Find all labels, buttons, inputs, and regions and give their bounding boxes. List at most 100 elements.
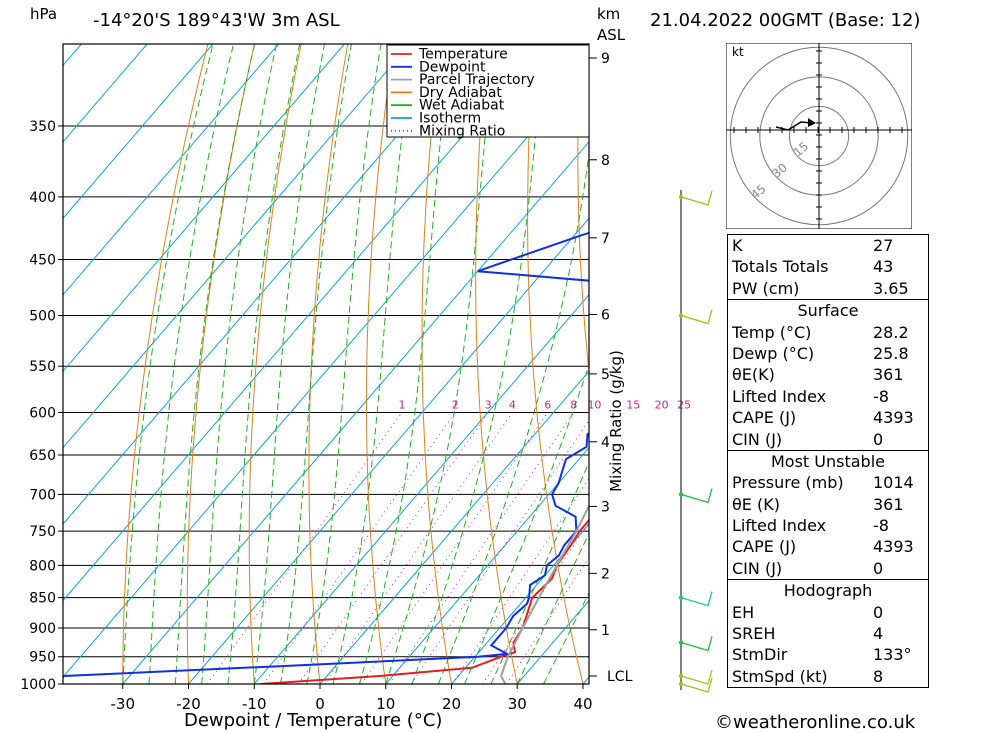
mixing-ratio-label: 10 [587,398,601,411]
most-unstable-label: CIN (J) [732,558,783,578]
pressure-tick-label: 700 [29,487,56,503]
hodograph-ring-label: 15 [791,139,812,160]
wind-barb [678,636,713,652]
height-tick-label: 9 [601,51,610,67]
height-tick-label: 3 [601,499,610,515]
index-row: Totals Totals 43 [728,256,928,277]
temperature-tick-label: 20 [442,695,461,713]
skewt-chart: 1 2 3 4 6 8 10 15 20 25 3504004505005506006507007… [20,43,691,713]
wet-adiabat-line [358,44,452,684]
most-unstable-header: Most Unstable [771,451,885,471]
wind-barb [678,488,713,504]
wind-barb [678,309,713,325]
most-unstable-value: 0 [873,558,884,578]
wet-adiabat-line [122,44,214,684]
wind-barb-dot [678,313,684,318]
height-tick-label: 7 [601,231,610,247]
pressure-tick-label: 600 [29,405,56,421]
wet-adiabat-line [411,44,545,684]
wind-barb-staff [680,636,713,652]
mixing-ratio-line [206,412,403,684]
storm-motion-marker [808,118,816,127]
legend-label: Isotherm [419,111,481,127]
wet-adiabat-line [253,44,325,684]
temperature-tick-label: 0 [315,695,325,713]
wet-adiabat-line [385,44,495,684]
temperature-tick-label: -10 [242,695,267,713]
isotherm-line [319,370,589,684]
dry-adiabat-line [248,44,302,684]
most-unstable-value: 4393 [873,537,914,557]
wind-barb-staff [680,190,713,206]
wind-barb [678,669,713,685]
surface-row: θE(K) 361 [728,364,928,385]
mixing-ratio-axis-label: Mixing Ratio (g/kg) [606,350,625,492]
mixing-ratio-label: 2 [452,398,459,411]
index-value: 3.65 [873,278,909,298]
most-unstable-row: CIN (J) 0 [728,558,928,579]
legend-label: Mixing Ratio [419,123,505,139]
pressure-tick-label: 950 [29,650,56,666]
surface-row: Lifted Index -8 [728,386,928,407]
surface-value: 361 [873,365,904,385]
credit-text: ©weatheronline.co.uk [715,712,916,733]
temperature-tick-label: -20 [176,695,201,713]
surface-row: Dewp (°C) 25.8 [728,343,928,364]
height-tick-label: 2 [601,566,610,582]
index-label: K [732,236,743,255]
hodograph-ring-label: 30 [769,160,790,181]
wet-adiabat-line [201,44,277,684]
plot-frame [62,43,590,685]
pressure-tick-label: 350 [29,119,56,135]
mixing-ratio-line [323,412,513,684]
most-unstable-row: Lifted Index -8 [728,515,928,536]
mixing-ratio-line [388,412,575,684]
hodograph-param-row: EH 0 [728,602,928,623]
x-axis-label: Dewpoint / Temperature (°C) [184,710,443,731]
wet-adiabat-line [280,44,352,684]
pressure-tick-label: 750 [29,524,56,540]
index-row: PW (cm) 3.65 [728,278,928,299]
surface-value: 0 [873,429,884,449]
index-value: 27 [873,236,894,255]
pressure-tick-label: 1000 [20,677,56,693]
temperature-tick-label: 10 [376,695,395,713]
legend-label: Dewpoint [419,59,486,75]
isotherm-line [385,446,589,684]
hodograph-param-row: SREH 4 [728,623,928,644]
most-unstable-value: 1014 [873,473,914,493]
legend-label: Temperature [418,47,508,63]
wind-barb [678,677,713,693]
height-tick-label: 5 [601,367,610,383]
isotherm-line [63,44,280,296]
dry-adiabat-line [366,44,395,684]
wet-adiabat-line [174,44,256,684]
mixing-ratio-label: 8 [570,398,577,411]
hodograph-params-header: Hodograph [783,581,873,601]
most-unstable-row: Pressure (mb) 1014 [728,472,928,493]
wind-barb-staff [680,591,713,607]
wet-adiabat-line [306,44,382,684]
isotherm-line [63,44,345,372]
index-label: PW (cm) [732,278,800,298]
isotherm-line [63,64,589,678]
pressure-tick-label: 900 [29,621,56,637]
surface-label: Lifted Index [732,386,827,406]
hodograph-param-label: EH [732,602,755,622]
hodograph-ring-label: 45 [748,182,769,203]
mixing-ratio-line [263,412,456,684]
dry-adiabat-line [527,44,584,684]
surface-row: CIN (J) 0 [728,429,928,450]
indices-panel: K 27 Totals Totals 43 PW (cm) 3.65 Surface Te… [727,234,929,689]
hodograph-param-value: 0 [873,602,884,622]
surface-value: 28.2 [873,322,909,342]
isotherm-line [188,217,589,684]
wet-adiabat-line [148,44,234,684]
mixing-ratio-label: 20 [655,398,669,411]
temperature-tick-label: 30 [508,695,527,713]
pressure-tick-label: 650 [29,448,56,464]
legend-label: Parcel Trajectory [419,72,535,88]
pressure-tick-label: 400 [29,190,56,206]
